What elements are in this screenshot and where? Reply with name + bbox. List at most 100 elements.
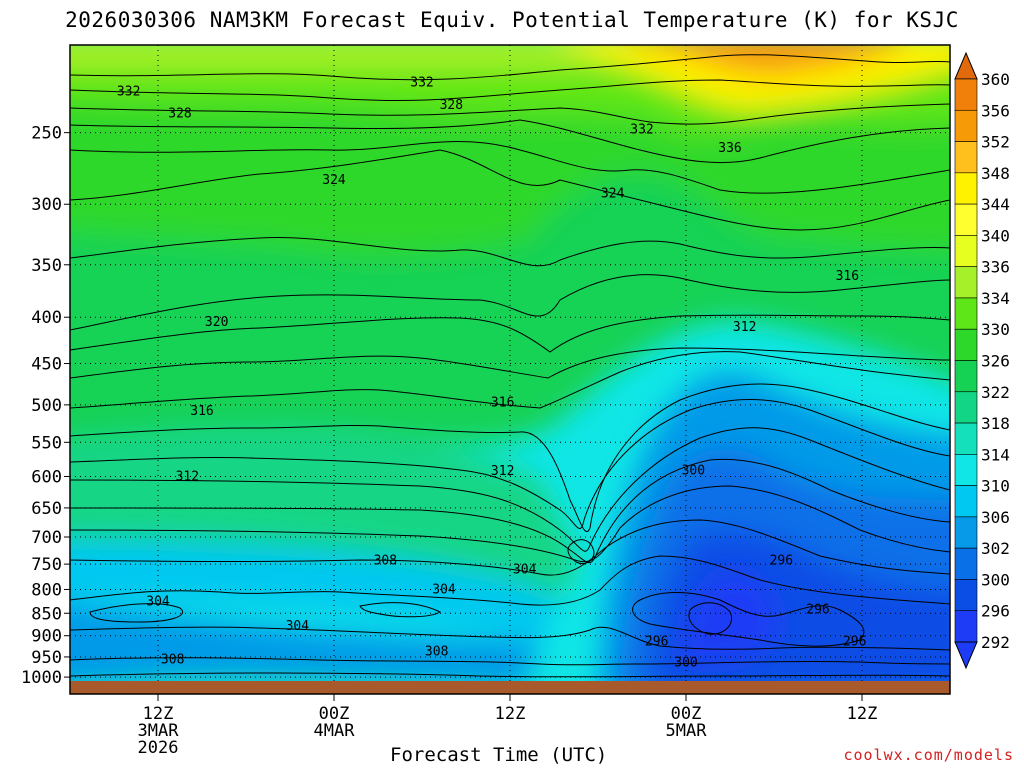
x-tick-label: 00Z — [671, 704, 702, 724]
colorbar: 360 356 352 348 344 340 336 334 330 326 322 318 314 3… — [954, 51, 1010, 670]
colorbar-label: 310 — [981, 477, 1010, 496]
contour-label: 296 — [645, 634, 668, 649]
contour-label: 312 — [491, 464, 514, 479]
contour-label: 304 — [432, 582, 456, 597]
colorbar-label: 344 — [981, 195, 1010, 214]
contour-label: 304 — [146, 595, 170, 610]
colorbar-swatch — [954, 422, 978, 455]
colorbar-label: 340 — [981, 226, 1010, 245]
colorbar-label: 352 — [981, 133, 1010, 152]
y-tick-label: 450 — [31, 354, 62, 374]
contour-label: 316 — [491, 396, 514, 411]
x-tick-label: 12Z — [847, 704, 878, 724]
contour-label: 332 — [117, 84, 140, 99]
credit-link[interactable]: coolwx.com/models — [843, 746, 1014, 764]
x-tick-label: 2026 — [138, 738, 179, 758]
colorbar-swatch — [954, 391, 978, 424]
colorbar-swatch — [954, 266, 978, 299]
contour-label: 316 — [836, 269, 859, 284]
y-tick-label: 800 — [31, 580, 62, 600]
colorbar-swatch — [954, 235, 978, 267]
colorbar-label: 300 — [981, 570, 1010, 589]
y-tick-label: 300 — [31, 195, 62, 215]
contour-label: 332 — [630, 122, 653, 137]
colorbar-swatch — [954, 454, 978, 486]
colorbar-swatch — [954, 547, 978, 580]
colorbar-label: 302 — [981, 539, 1010, 558]
contour-label: 308 — [425, 645, 448, 660]
y-tick-label: 650 — [31, 499, 62, 519]
contour-label: 296 — [806, 603, 829, 618]
colorbar-swatch — [954, 109, 978, 142]
x-tick-label: 00Z — [319, 704, 350, 724]
y-tick-label: 600 — [31, 467, 62, 487]
colorbar-label: 330 — [981, 320, 1010, 339]
contour-label: 312 — [733, 320, 756, 335]
colorbar-swatch — [954, 203, 978, 236]
contour-label: 296 — [843, 634, 866, 649]
x-tick-label: 3MAR — [138, 721, 180, 741]
colorbar-label: 360 — [981, 70, 1010, 89]
colorbar-label: 292 — [981, 633, 1010, 652]
y-tick-label: 850 — [31, 604, 62, 624]
colorbar-label: 322 — [981, 383, 1010, 402]
contour-label: 308 — [161, 652, 184, 667]
contour-label: 312 — [176, 469, 199, 484]
contour-label: 328 — [440, 98, 463, 113]
colorbar-label: 334 — [981, 289, 1010, 308]
colorbar-label: 356 — [981, 101, 1010, 120]
contour-label: 300 — [674, 655, 697, 670]
contour-label: 332 — [410, 75, 433, 90]
plot-area: 3323323283283323363243243203163123163163… — [69, 44, 951, 695]
colorbar-label: 336 — [981, 258, 1010, 277]
colorbar-swatch — [954, 360, 978, 393]
colorbar-label: 326 — [981, 352, 1010, 371]
y-tick-label: 700 — [31, 528, 62, 548]
y-tick-label: 250 — [31, 124, 62, 144]
x-axis-title: Forecast Time (UTC) — [390, 744, 608, 766]
contour-label: 296 — [770, 553, 793, 568]
contour-label: 320 — [205, 315, 228, 330]
colorbar-label: 318 — [981, 414, 1010, 433]
colorbar-label: 296 — [981, 602, 1010, 621]
colorbar-swatch — [954, 516, 978, 549]
contour-label: 324 — [601, 187, 625, 202]
x-tick-label: 12Z — [143, 704, 174, 724]
contour-label: 308 — [374, 553, 397, 568]
colorbar-swatch — [954, 610, 978, 643]
contour-label: 304 — [286, 619, 310, 634]
contour-label: 316 — [190, 404, 213, 419]
y-tick-label: 550 — [31, 433, 62, 453]
grid-lines — [70, 45, 950, 681]
x-tick-label: 4MAR — [314, 721, 356, 741]
colorbar-top-arrow — [954, 51, 978, 80]
colorbar-label: 348 — [981, 164, 1010, 183]
colorbar-label: 306 — [981, 508, 1010, 527]
ground-surface — [70, 681, 950, 694]
colorbar-swatch — [954, 485, 978, 518]
colorbar-swatch — [954, 328, 978, 361]
colorbar-swatch — [954, 297, 978, 330]
contour-label: 336 — [718, 141, 741, 156]
chart-title: 2026030306 NAM3KM Forecast Equiv. Potent… — [65, 8, 959, 32]
colorbar-swatch — [954, 78, 978, 111]
colorbar-swatch — [954, 579, 978, 612]
contour-lines — [70, 54, 950, 678]
contour-label: 300 — [682, 464, 705, 479]
y-axis: 250 300 350 400 450 500 550 600 650 700 750 800 850 9… — [21, 124, 70, 688]
y-tick-label: 1000 — [21, 668, 62, 688]
colorbar-label: 314 — [981, 445, 1010, 464]
x-tick-label: 12Z — [495, 704, 526, 724]
y-tick-label: 400 — [31, 308, 62, 328]
contour-labels: 3323323283283323363243243203163123163163… — [117, 75, 866, 670]
contour-label: 328 — [168, 106, 191, 121]
x-tick-label: 5MAR — [666, 721, 708, 741]
y-tick-label: 500 — [31, 396, 62, 416]
y-tick-label: 750 — [31, 555, 62, 575]
y-tick-label: 950 — [31, 648, 62, 668]
colorbar-swatch — [954, 172, 978, 205]
y-tick-label: 350 — [31, 256, 62, 276]
contour-label: 304 — [513, 562, 537, 577]
